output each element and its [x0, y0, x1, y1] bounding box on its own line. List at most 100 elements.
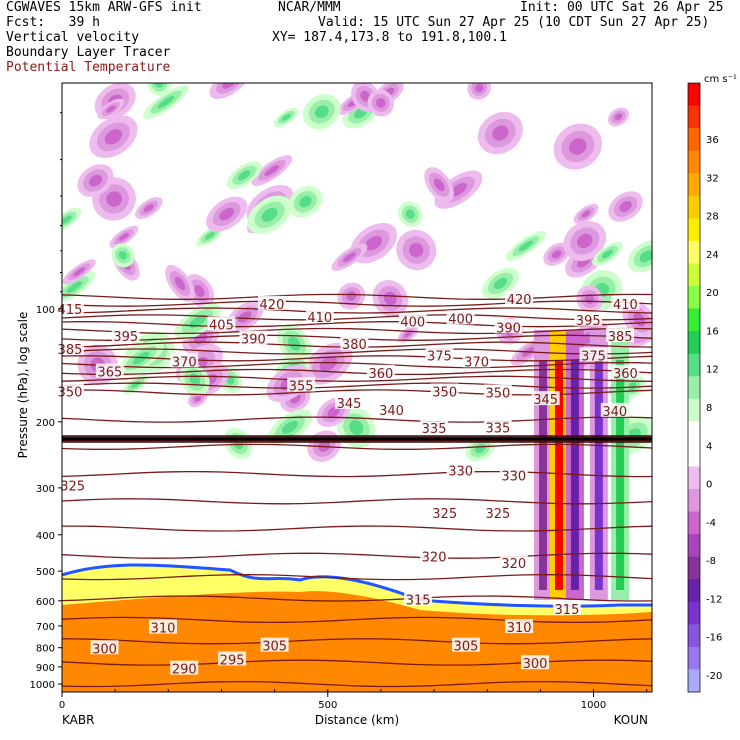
y-tick-label: 300 — [36, 484, 55, 495]
theta-contour-line — [62, 616, 652, 624]
theta-contour-line — [62, 416, 652, 423]
downdraft-cell — [264, 164, 280, 177]
theta-label-bg — [505, 619, 534, 634]
theta-contour-line — [62, 498, 652, 505]
theta-label: 335 — [485, 421, 510, 436]
theta-label-bg — [404, 591, 433, 606]
plot-frame — [61, 82, 653, 693]
theta-label: 340 — [379, 404, 404, 419]
theta-label: 305 — [454, 640, 479, 655]
theta-label-bg — [111, 327, 140, 342]
downdraft-cell — [327, 406, 340, 418]
theta-label: 400 — [448, 312, 473, 327]
theta-label: 345 — [337, 397, 362, 412]
theta-label-bg — [398, 313, 427, 328]
colorbar-label: -16 — [706, 633, 722, 644]
theta-label-bg — [446, 462, 475, 477]
theta-label: 350 — [485, 386, 510, 401]
downdraft-cell — [343, 252, 356, 263]
y-tick-label: 100 — [36, 305, 55, 316]
theta-label-bg — [55, 383, 84, 398]
theta-label: 390 — [241, 333, 266, 348]
downdraft-cell — [104, 129, 123, 145]
y-tick-label: 800 — [36, 644, 55, 655]
colorbar-label: 4 — [706, 441, 712, 452]
colorbar-swatch — [688, 511, 700, 535]
theta-label-bg — [494, 319, 523, 334]
colorbar-label: -20 — [706, 671, 722, 682]
theta-contour-line — [62, 595, 652, 602]
colorbar-label: 28 — [706, 212, 719, 223]
colorbar-swatch — [688, 624, 700, 648]
downdraft-cell — [409, 242, 424, 258]
downdraft-cell — [569, 138, 587, 155]
theta-label: 385 — [608, 330, 633, 345]
theta-label: 370 — [464, 355, 489, 370]
colorbar-swatch — [688, 195, 700, 219]
theta-label: 350 — [58, 385, 83, 400]
updraft-cell — [157, 95, 175, 109]
downdraft-cell — [376, 98, 386, 108]
theta-label: 390 — [496, 321, 521, 336]
theta-label-bg — [579, 347, 608, 362]
downdraft-cell — [238, 311, 252, 323]
cross-section-endpoints: XY= 187.4,173.8 to 191.8,100.1 — [272, 30, 507, 45]
theta-label: 370 — [172, 355, 197, 370]
theta-label-bg — [420, 420, 449, 435]
updraft-cell — [493, 277, 508, 289]
theta-label-bg — [148, 619, 177, 634]
theta-label-bg — [420, 548, 449, 563]
theta-label: 410 — [307, 311, 332, 326]
theta-label-bg — [425, 347, 454, 362]
downdraft-cell — [614, 113, 623, 121]
theta-contour-line — [62, 659, 652, 666]
colorbar-swatch — [688, 173, 700, 197]
y-tick-label: 700 — [36, 622, 55, 633]
theta-label-bg — [305, 308, 334, 323]
downdraft-cell — [194, 395, 202, 402]
theta-label: 310 — [507, 621, 532, 636]
updraft-cell — [261, 207, 278, 222]
downdraft-cell — [365, 235, 383, 251]
theta-label: 320 — [422, 550, 447, 565]
colorbar-swatch — [688, 150, 700, 174]
downdraft-cell — [581, 210, 591, 218]
convective-column-core — [554, 360, 563, 590]
theta-label: 345 — [533, 393, 558, 408]
theta-contour-line — [62, 348, 652, 355]
colorbar-swatch — [688, 263, 700, 287]
theta-label: 355 — [289, 379, 314, 394]
colorbar-swatch — [688, 556, 700, 580]
theta-label-bg — [340, 335, 369, 350]
theta-label-bg — [207, 316, 236, 331]
theta-label-bg — [239, 330, 268, 345]
downdraft-cell — [319, 356, 338, 372]
model-title: CGWAVES 15km ARW-GFS init — [6, 0, 202, 15]
theta-label-bg — [451, 637, 480, 652]
theta-label-bg — [170, 353, 199, 368]
theta-contour-line — [62, 638, 652, 645]
colorbar-label: -12 — [706, 594, 722, 605]
theta-contour-line — [62, 552, 652, 559]
updraft-cell — [349, 420, 364, 435]
theta-contour-line — [62, 361, 652, 369]
theta-label: 410 — [613, 298, 638, 313]
theta-label: 375 — [581, 349, 606, 364]
updraft-cell — [299, 196, 312, 208]
theta-label: 375 — [427, 349, 452, 364]
downdraft-cell — [492, 125, 509, 141]
theta-contour-line — [62, 443, 652, 450]
y-tick-label: 200 — [36, 418, 55, 429]
theta-label-bg — [499, 554, 528, 569]
theta-label: 400 — [400, 315, 425, 330]
downdraft-cell — [73, 267, 86, 277]
downdraft-cell — [551, 250, 562, 259]
updraft-cell — [314, 105, 329, 119]
colorbar-swatch — [688, 534, 700, 558]
theta-contour-line — [62, 375, 652, 382]
updraft-cell — [281, 113, 291, 121]
theta-label-bg — [90, 640, 119, 655]
boundary-layer-top — [62, 563, 652, 608]
theta-label: 305 — [262, 640, 287, 655]
colorbar-swatch — [688, 286, 700, 310]
